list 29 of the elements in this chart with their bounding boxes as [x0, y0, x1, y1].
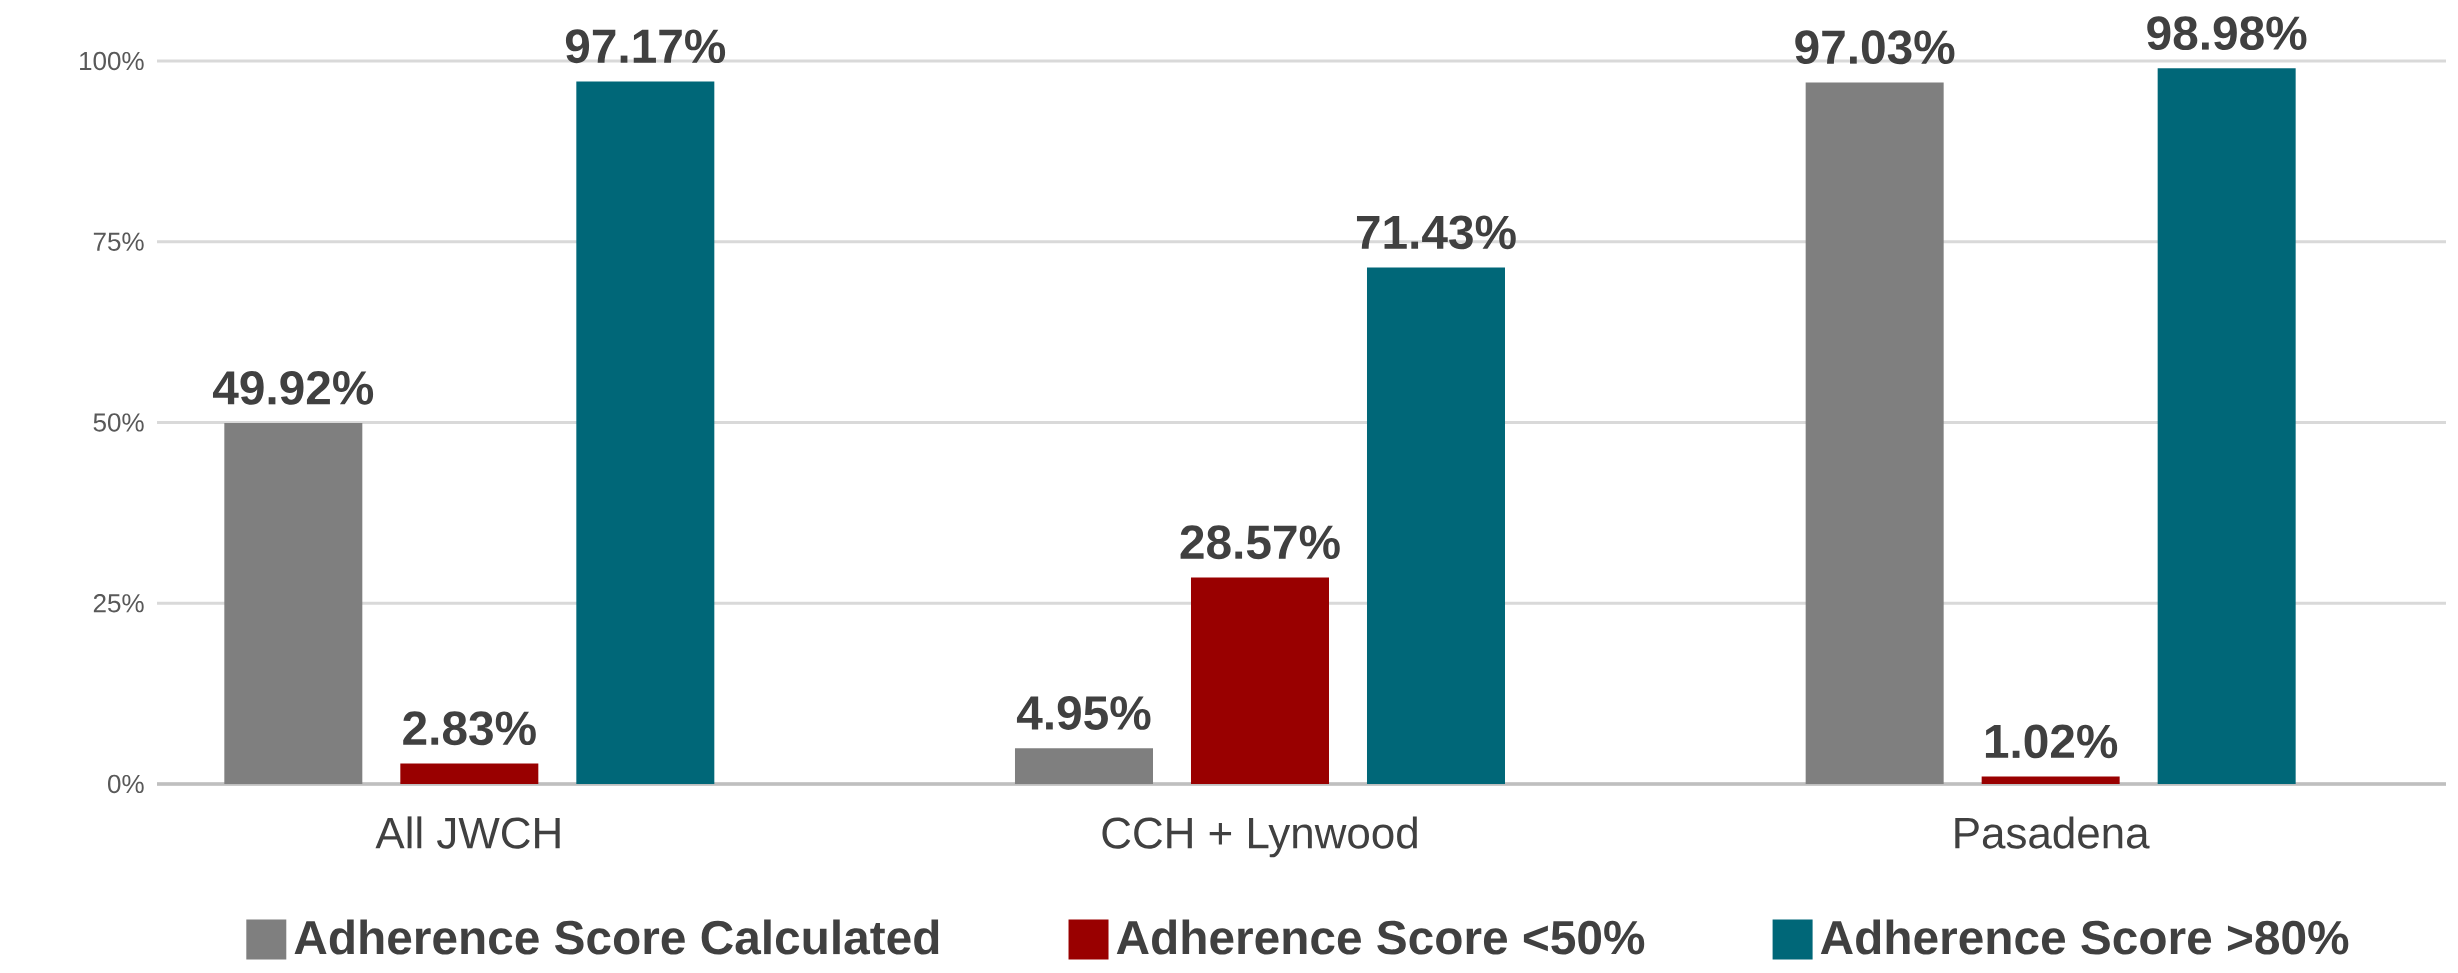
x-tick-label: CCH + Lynwood — [1102, 816, 1417, 858]
x-tick-label: Pasadena — [1955, 816, 2150, 849]
data-label: 49.92% — [212, 370, 374, 405]
bar — [1366, 267, 1505, 784]
bar — [576, 81, 715, 784]
bar — [1014, 747, 1153, 784]
bar — [1190, 577, 1329, 784]
bar — [400, 763, 539, 784]
y-tick-label: 75% — [93, 232, 144, 251]
data-label: 4.95% — [1016, 695, 1151, 730]
data-label: 98.98% — [2147, 16, 2307, 50]
data-label: 71.43% — [1356, 215, 1516, 250]
legend-label: Adherence Score <50% — [1116, 919, 1645, 955]
data-label: 1.02% — [1985, 724, 2118, 759]
legend-label: Adherence Score Calculated — [294, 919, 939, 955]
x-tick-label: All JWCH — [375, 816, 560, 849]
bar — [224, 422, 363, 784]
data-label: 97.03% — [1795, 30, 1955, 64]
bar — [2157, 68, 2296, 784]
bar — [1805, 82, 1944, 784]
y-tick-label: 100% — [80, 51, 144, 70]
y-tick-label: 50% — [93, 413, 144, 432]
data-label: 28.57% — [1180, 525, 1340, 559]
data-label: 97.17% — [565, 29, 726, 63]
legend-label: Adherence Score >80% — [1820, 919, 2349, 955]
bar — [1981, 776, 2120, 784]
y-tick-label: 25% — [93, 593, 144, 613]
y-tick-label: 0% — [108, 774, 144, 793]
data-label: 2.83% — [403, 711, 536, 746]
